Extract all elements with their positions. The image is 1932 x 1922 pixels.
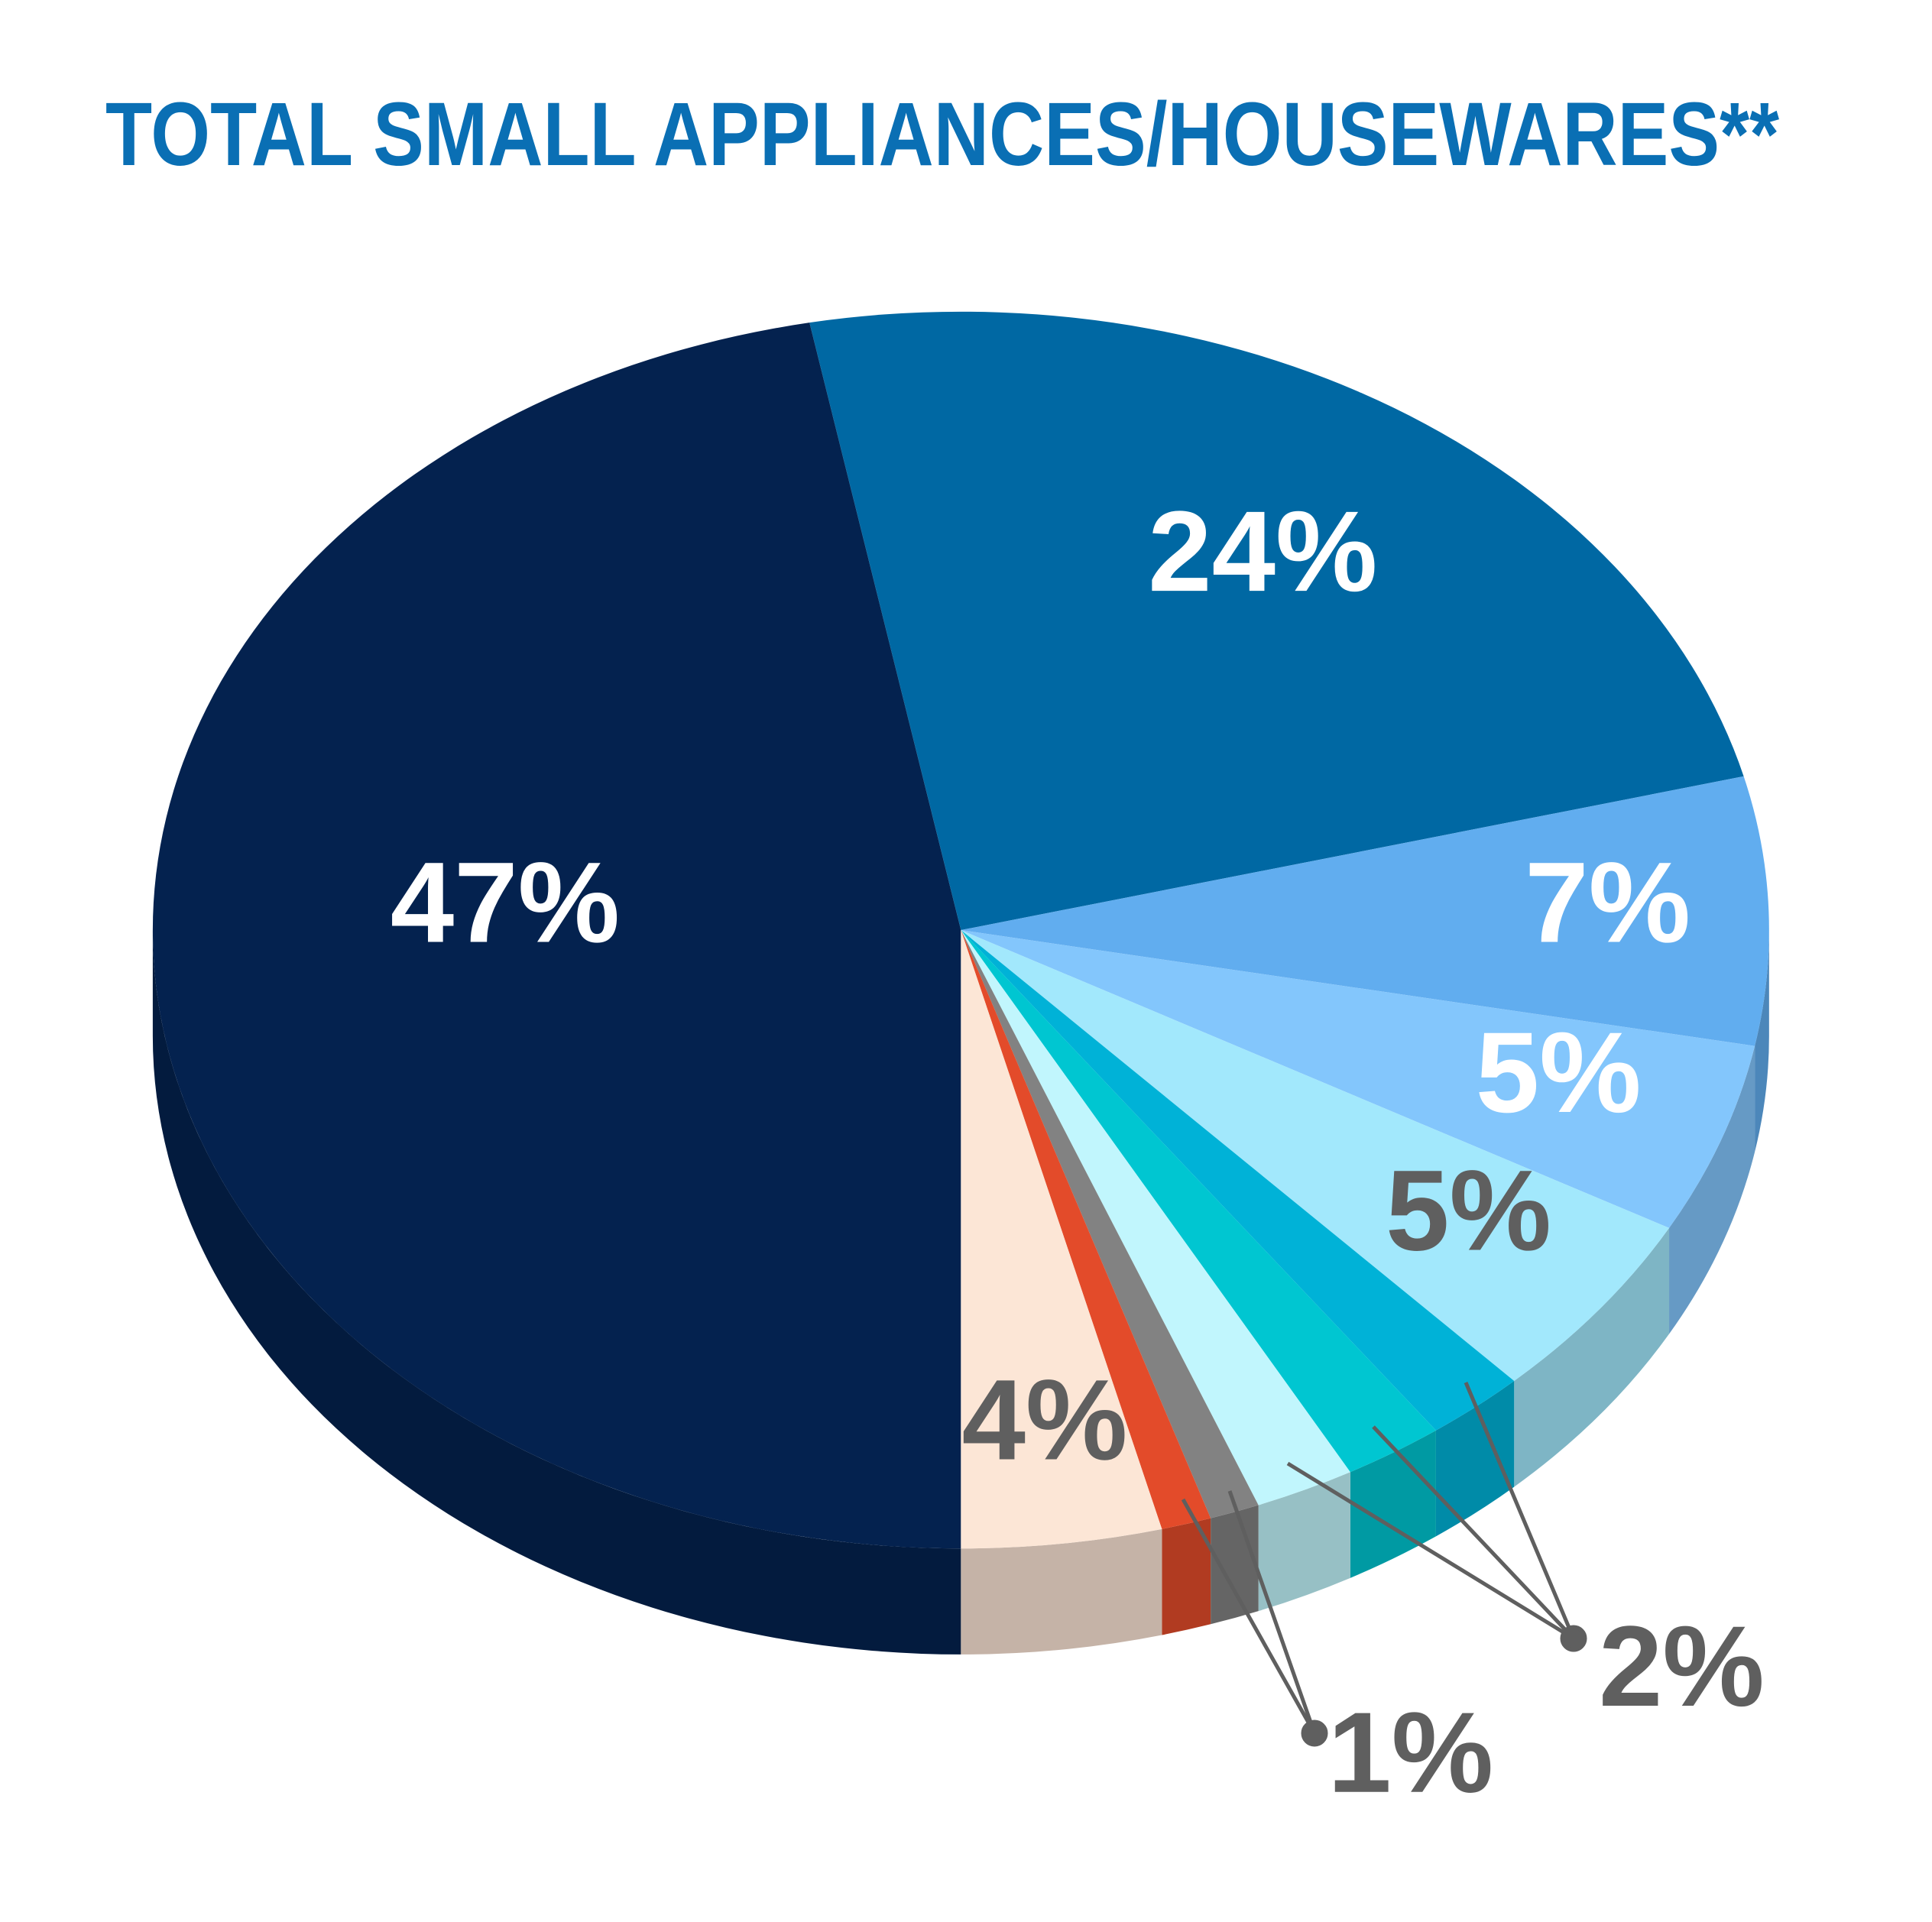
slice <box>152 322 961 1549</box>
slice-side <box>1162 1518 1211 1635</box>
slice <box>961 930 1162 1549</box>
data-label: 5% <box>1476 1008 1642 1136</box>
slice-side <box>1435 1380 1515 1537</box>
slice-side <box>1514 1227 1670 1487</box>
slice <box>961 776 1769 1046</box>
slice <box>961 930 1670 1381</box>
data-label: 7% <box>1525 838 1690 967</box>
callout-line <box>1372 1425 1575 1640</box>
callout-line <box>1227 1490 1317 1734</box>
slice <box>961 930 1259 1518</box>
callout-line <box>1464 1382 1576 1639</box>
callout-line <box>1286 1461 1575 1641</box>
callout-dot <box>1560 1625 1587 1652</box>
slice <box>961 930 1755 1228</box>
slice <box>809 311 1744 931</box>
callout-dot <box>1301 1719 1328 1747</box>
slice <box>961 930 1436 1473</box>
pie-sides <box>152 930 1769 1655</box>
data-label: 4% <box>962 1356 1128 1484</box>
data-label: 1% <box>1327 1688 1493 1817</box>
data-label: 2% <box>1599 1602 1765 1730</box>
slice-side <box>961 1528 1162 1655</box>
callout-line <box>1181 1498 1317 1735</box>
slice-side <box>1258 1472 1350 1612</box>
slice-side <box>152 930 961 1655</box>
callouts <box>1181 1382 1587 1747</box>
slice <box>961 930 1211 1529</box>
data-label: 5% <box>1386 1146 1551 1275</box>
slice <box>961 930 1515 1431</box>
data-label: 24% <box>1148 487 1377 615</box>
slice-side <box>1669 1045 1755 1334</box>
slice-side <box>1755 930 1769 1152</box>
slice <box>961 930 1350 1506</box>
labels: 47% 24% 7% 5%5% 2% 1% 4% <box>391 487 1765 1817</box>
data-label: 47% <box>391 838 620 967</box>
chart-title: TOTAL SMALL APPLIANCES/HOUSEWARES** <box>105 84 1779 185</box>
pie-tops <box>152 311 1769 1549</box>
